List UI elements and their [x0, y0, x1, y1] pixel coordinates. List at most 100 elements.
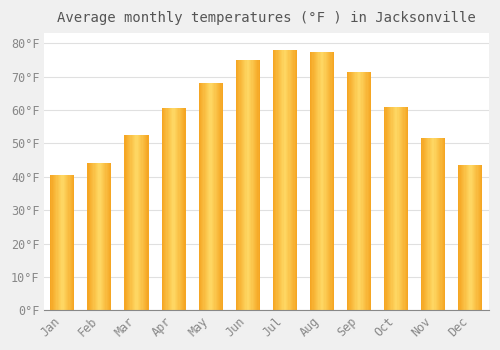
Bar: [98, 163, 100, 310]
Bar: [466, 165, 468, 310]
Bar: [50, 175, 51, 310]
Bar: [176, 108, 177, 310]
Bar: [329, 51, 330, 310]
Bar: [202, 83, 203, 310]
Bar: [246, 60, 248, 310]
Bar: [124, 135, 126, 310]
Bar: [70, 175, 71, 310]
Bar: [178, 108, 180, 310]
Bar: [400, 107, 401, 310]
Bar: [362, 72, 364, 310]
Bar: [285, 50, 286, 310]
Bar: [282, 50, 284, 310]
Bar: [324, 51, 326, 310]
Bar: [238, 60, 240, 310]
Bar: [425, 138, 426, 310]
Bar: [322, 51, 323, 310]
Bar: [444, 138, 446, 310]
Bar: [163, 108, 164, 310]
Bar: [478, 165, 479, 310]
Bar: [52, 175, 54, 310]
Bar: [183, 108, 184, 310]
Bar: [132, 135, 133, 310]
Bar: [244, 60, 246, 310]
Bar: [316, 51, 317, 310]
Bar: [356, 72, 358, 310]
Bar: [200, 83, 201, 310]
Bar: [310, 51, 311, 310]
Bar: [212, 83, 213, 310]
Bar: [360, 72, 362, 310]
Bar: [430, 138, 431, 310]
Bar: [426, 138, 427, 310]
Bar: [458, 165, 460, 310]
Bar: [460, 165, 462, 310]
Bar: [359, 72, 360, 310]
Bar: [333, 51, 334, 310]
Bar: [175, 108, 176, 310]
Bar: [476, 165, 478, 310]
Bar: [243, 60, 244, 310]
Bar: [407, 107, 408, 310]
Bar: [140, 135, 141, 310]
Bar: [323, 51, 324, 310]
Bar: [177, 108, 178, 310]
Bar: [432, 138, 434, 310]
Bar: [208, 83, 210, 310]
Bar: [384, 107, 386, 310]
Bar: [434, 138, 436, 310]
Bar: [72, 175, 73, 310]
Bar: [463, 165, 464, 310]
Bar: [201, 83, 202, 310]
Bar: [392, 107, 394, 310]
Bar: [169, 108, 170, 310]
Bar: [395, 107, 396, 310]
Bar: [472, 165, 473, 310]
Bar: [109, 163, 110, 310]
Bar: [138, 135, 139, 310]
Bar: [290, 50, 291, 310]
Bar: [396, 107, 398, 310]
Bar: [62, 175, 64, 310]
Bar: [275, 50, 276, 310]
Bar: [219, 83, 220, 310]
Bar: [328, 51, 329, 310]
Bar: [56, 175, 58, 310]
Bar: [296, 50, 297, 310]
Bar: [68, 175, 70, 310]
Bar: [427, 138, 428, 310]
Bar: [237, 60, 238, 310]
Bar: [170, 108, 171, 310]
Bar: [97, 163, 98, 310]
Bar: [216, 83, 218, 310]
Bar: [394, 107, 395, 310]
Bar: [54, 175, 55, 310]
Bar: [288, 50, 290, 310]
Bar: [402, 107, 404, 310]
Bar: [284, 50, 285, 310]
Bar: [348, 72, 350, 310]
Bar: [91, 163, 92, 310]
Bar: [127, 135, 128, 310]
Bar: [88, 163, 90, 310]
Bar: [110, 163, 112, 310]
Bar: [100, 163, 102, 310]
Bar: [468, 165, 469, 310]
Bar: [280, 50, 281, 310]
Bar: [368, 72, 370, 310]
Bar: [469, 165, 470, 310]
Bar: [242, 60, 243, 310]
Bar: [365, 72, 366, 310]
Bar: [145, 135, 146, 310]
Bar: [428, 138, 430, 310]
Bar: [198, 83, 200, 310]
Bar: [401, 107, 402, 310]
Bar: [255, 60, 256, 310]
Bar: [130, 135, 132, 310]
Bar: [388, 107, 389, 310]
Bar: [71, 175, 72, 310]
Bar: [294, 50, 296, 310]
Bar: [326, 51, 327, 310]
Bar: [350, 72, 352, 310]
Bar: [480, 165, 481, 310]
